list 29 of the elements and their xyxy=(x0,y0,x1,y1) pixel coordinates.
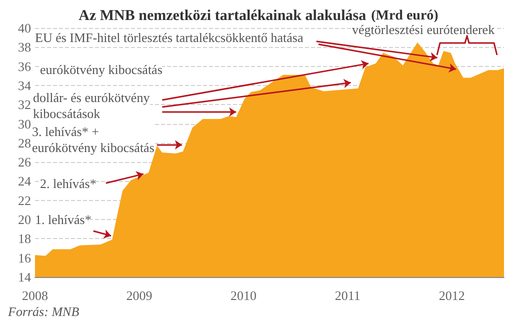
y-tick-label: 20 xyxy=(18,212,31,228)
y-tick-label: 24 xyxy=(18,174,32,189)
y-tick-label: 34 xyxy=(18,78,32,93)
x-tick-label: 2011 xyxy=(334,288,360,303)
annotation: 1. lehívás* xyxy=(35,212,92,228)
y-tick-label: 32 xyxy=(18,97,31,112)
y-tick-label: 22 xyxy=(18,192,31,208)
text: Forrás: MNB xyxy=(8,304,80,320)
y-tick-label: 28 xyxy=(18,135,31,150)
annotation: EU és IMF-hitel törlesztés tartalékcsökkentő hatása xyxy=(35,30,304,46)
x-tick-label: 2008 xyxy=(22,288,48,303)
annotation: eurókötvény kibocsátás xyxy=(40,62,162,78)
annotation: dollár- és eurókötvény kibocsátások xyxy=(33,90,150,122)
annotation: 2. lehívás* xyxy=(40,176,96,192)
y-tick-label: 40 xyxy=(18,20,31,36)
annotation: végtörlesztési eurótenderek xyxy=(352,22,495,38)
y-tick-label: 26 xyxy=(18,154,32,170)
y-tick-label: 36 xyxy=(18,58,32,74)
x-tick-label: 2010 xyxy=(230,288,256,303)
chart-subtitle: (Mrd euró) xyxy=(371,8,439,24)
y-tick-label: 38 xyxy=(18,40,31,55)
x-tick-label: 2009 xyxy=(126,288,152,303)
y-tick-label: 16 xyxy=(18,250,32,266)
y-tick-label: 14 xyxy=(18,270,32,284)
y-tick-label: 18 xyxy=(18,231,31,246)
y-tick-label: 30 xyxy=(18,116,31,132)
annotation: 3. lehívás* + eurókötvény kibocsátás xyxy=(32,124,154,156)
chart-title: Az MNB nemzetközi tartalékainak alakulása xyxy=(78,8,367,24)
x-tick-label: 2012 xyxy=(438,288,465,303)
